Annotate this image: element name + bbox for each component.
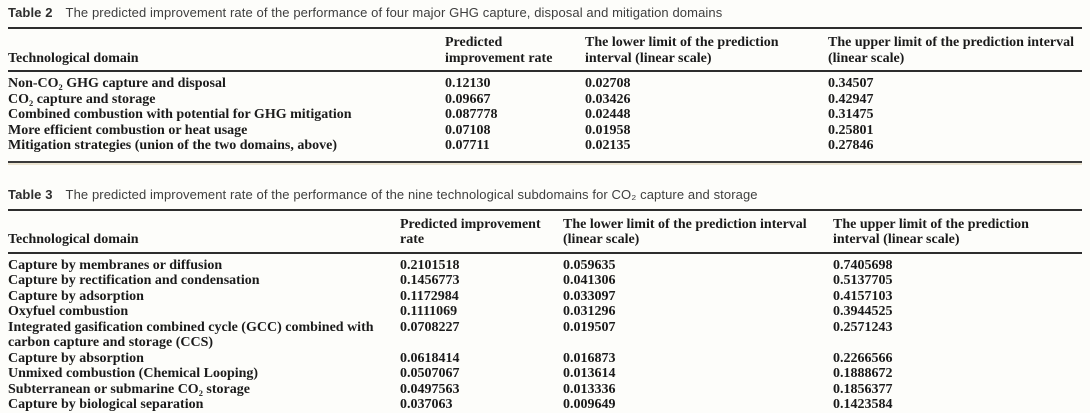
table-row: Capture by adsorption 0.1172984 0.033097 0.… — [8, 289, 1082, 305]
table-3-section: Table 3 The predicted improvement rate of… — [8, 187, 1082, 413]
value-cell: 0.037063 — [400, 397, 453, 412]
value-cell: 0.4157103 — [833, 288, 893, 304]
column-header-lower-limit: The lower limit of the prediction interv… — [563, 209, 833, 254]
domain-cell: Non-CO₂ GHG capture and disposal — [8, 76, 226, 91]
table-3-body: Capture by membranes or diffusion 0.21015… — [8, 253, 1082, 413]
value-cell: 0.087778 — [445, 107, 498, 122]
table-row: CO₂ capture and storage 0.09667 0.03426 0.4… — [8, 92, 1082, 108]
value-cell: 0.0618414 — [400, 350, 460, 366]
table-row: Mitigation strategies (union of the two … — [8, 138, 1082, 162]
table-3-caption-label: Table 3 — [8, 186, 53, 202]
domain-cell: CO₂ capture and storage — [8, 91, 156, 107]
value-cell: 0.02708 — [585, 76, 631, 91]
value-cell: 0.009649 — [563, 397, 616, 412]
value-cell: 0.31475 — [828, 107, 874, 122]
domain-cell: Capture by absorption — [8, 350, 144, 366]
table-2-header-row: Technological domain Predicted improveme… — [8, 28, 1082, 72]
table-2-caption: Table 2 The predicted improvement rate of… — [8, 5, 1082, 20]
table-3-caption-text: The predicted improvement rate of the pe… — [65, 186, 758, 202]
value-cell: 0.5137705 — [833, 273, 893, 288]
domain-cell: Capture by biological separation — [8, 397, 204, 412]
table-2: Technological domain Predicted improveme… — [8, 27, 1082, 163]
value-cell: 0.02135 — [585, 138, 631, 153]
domain-cell: Capture by membranes or diffusion — [8, 257, 223, 273]
value-cell: 0.07108 — [445, 122, 491, 138]
value-cell: 0.1423584 — [833, 397, 893, 412]
table-3-caption: Table 3 The predicted improvement rate of… — [8, 187, 1082, 202]
column-header-predicted-improvement-rate: Predicted improvement rate — [400, 209, 563, 254]
value-cell: 0.0507067 — [400, 366, 460, 381]
value-cell: 0.27846 — [828, 138, 874, 153]
domain-cell: Subterranean or submarine CO₂ storage — [8, 381, 250, 397]
value-cell: 0.013336 — [563, 381, 616, 397]
value-cell: 0.019507 — [563, 319, 616, 335]
value-cell: 0.01958 — [585, 122, 631, 138]
value-cell: 0.2266566 — [833, 350, 893, 366]
table-row: Combined combustion with potential for G… — [8, 107, 1082, 123]
table-row: Capture by biological separation 0.037063… — [8, 397, 1082, 413]
domain-cell: More efficient combustion or heat usage — [8, 122, 248, 138]
column-header-technological-domain: Technological domain — [8, 28, 445, 72]
value-cell: 0.2101518 — [400, 257, 460, 273]
value-cell: 0.3944525 — [833, 304, 893, 319]
value-cell: 0.1111069 — [400, 304, 458, 319]
value-cell: 0.041306 — [563, 273, 616, 288]
value-cell: 0.013614 — [563, 366, 616, 381]
domain-cell: Combined combustion with potential for G… — [8, 107, 352, 122]
value-cell: 0.34507 — [828, 76, 874, 91]
table-row: Non-CO₂ GHG capture and disposal 0.12130 0… — [8, 71, 1082, 92]
column-header-technological-domain: Technological domain — [8, 209, 400, 254]
table-row: Subterranean or submarine CO₂ storage 0.0… — [8, 382, 1082, 398]
domain-cell: Oxyfuel combustion — [8, 304, 129, 319]
table-2-body: Non-CO₂ GHG capture and disposal 0.12130 0… — [8, 71, 1082, 162]
value-cell: 0.42947 — [828, 91, 874, 107]
domain-cell: Unmixed combustion (Chemical Looping) — [8, 366, 259, 381]
table-row: Integrated gasification combined cycle (… — [8, 320, 1082, 351]
value-cell: 0.031296 — [563, 304, 616, 319]
value-cell: 0.25801 — [828, 122, 874, 138]
value-cell: 0.033097 — [563, 288, 616, 304]
table-2-header: Technological domain Predicted improveme… — [8, 28, 1082, 72]
column-header-upper-limit: The upper limit of the prediction interv… — [828, 28, 1082, 72]
value-cell: 0.0708227 — [400, 319, 460, 335]
table-row: Unmixed combustion (Chemical Looping) 0.0… — [8, 366, 1082, 382]
value-cell: 0.1888672 — [833, 366, 893, 381]
table-row: More efficient combustion or heat usage 0… — [8, 123, 1082, 139]
value-cell: 0.0497563 — [400, 381, 460, 397]
value-cell: 0.12130 — [445, 76, 491, 91]
value-cell: 0.07711 — [445, 138, 490, 153]
table-2-section: Table 2 The predicted improvement rate of… — [8, 5, 1082, 163]
table-row: Capture by membranes or diffusion 0.21015… — [8, 253, 1082, 274]
column-header-upper-limit: The upper limit of the prediction interv… — [833, 209, 1082, 254]
table-3-header: Technological domain Predicted improveme… — [8, 209, 1082, 254]
domain-cell: Mitigation strategies (union of the two … — [8, 138, 337, 153]
table-2-caption-text: The predicted improvement rate of the pe… — [65, 5, 723, 20]
domain-cell: Capture by adsorption — [8, 288, 144, 304]
value-cell: 0.2571243 — [833, 319, 893, 335]
value-cell: 0.1172984 — [400, 288, 459, 304]
value-cell: 0.1856377 — [833, 381, 893, 397]
value-cell: 0.1456773 — [400, 273, 460, 288]
column-header-lower-limit: The lower limit of the prediction interv… — [585, 28, 828, 72]
table-3-header-row: Technological domain Predicted improveme… — [8, 209, 1082, 254]
value-cell: 0.09667 — [445, 91, 491, 107]
value-cell: 0.016873 — [563, 350, 616, 366]
table-2-caption-label: Table 2 — [8, 5, 53, 20]
table-row: Oxyfuel combustion 0.1111069 0.031296 0.394… — [8, 304, 1082, 320]
value-cell: 0.03426 — [585, 91, 631, 107]
value-cell: 0.02448 — [585, 107, 631, 122]
domain-cell: Integrated gasification combined cycle (… — [8, 319, 374, 351]
table-row: Capture by absorption 0.0618414 0.016873 0.… — [8, 351, 1082, 367]
column-header-predicted-improvement-rate: Predicted improvement rate — [445, 28, 585, 72]
domain-cell: Capture by rectification and condensatio… — [8, 273, 260, 288]
value-cell: 0.059635 — [563, 257, 616, 273]
value-cell: 0.7405698 — [833, 257, 893, 273]
table-row: Capture by rectification and condensatio… — [8, 273, 1082, 289]
table-3: Technological domain Predicted improveme… — [8, 208, 1082, 413]
